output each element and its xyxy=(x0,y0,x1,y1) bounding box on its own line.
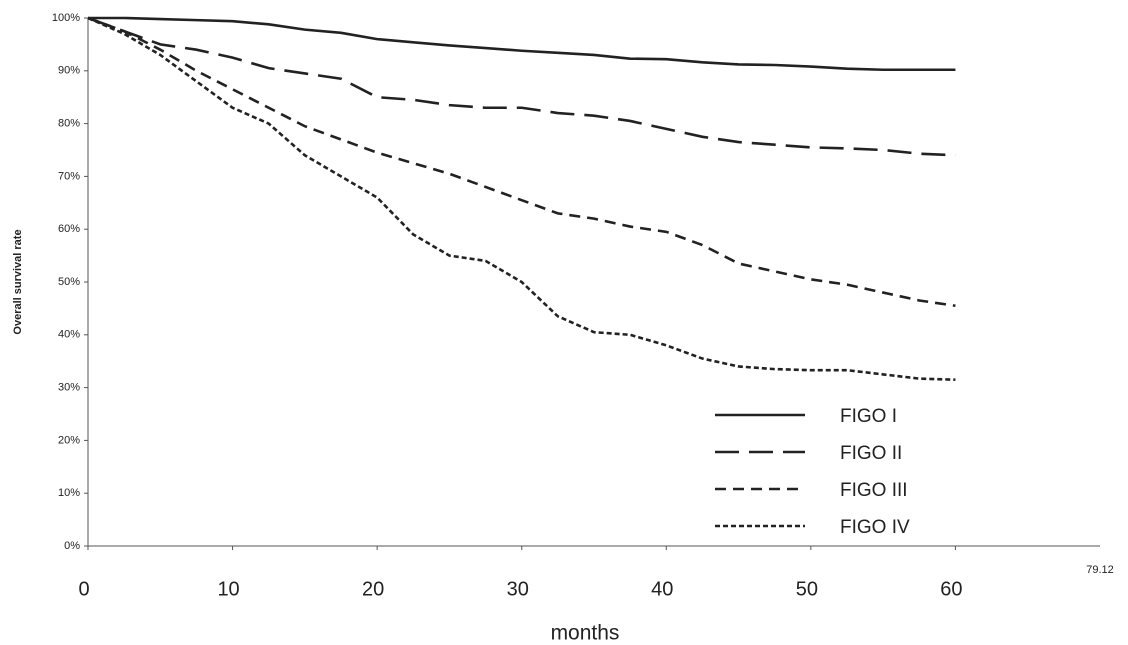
y-tick-label: 40% xyxy=(58,329,80,341)
legend-label: FIGO I xyxy=(840,406,897,427)
x-tick-label: 40 xyxy=(651,578,673,600)
x-tick-label: 20 xyxy=(362,578,384,600)
annotation: 79.12 xyxy=(1086,564,1114,576)
y-tick-label: 0% xyxy=(64,540,80,552)
y-tick-label: 30% xyxy=(58,382,80,394)
y-tick-label: 90% xyxy=(58,65,80,77)
y-tick-label: 60% xyxy=(58,223,80,235)
y-tick-label: 70% xyxy=(58,170,80,182)
y-tick-label: 50% xyxy=(58,276,80,288)
y-tick-label: 100% xyxy=(52,12,80,24)
survival-line xyxy=(87,16,956,157)
y-tick-label: 80% xyxy=(58,118,80,130)
legend-label: FIGO III xyxy=(840,480,908,501)
y-tick-label: 20% xyxy=(58,434,80,446)
legend-label: FIGO IV xyxy=(840,517,910,538)
x-tick-label: 0 xyxy=(78,578,89,600)
x-tick-label: 50 xyxy=(796,578,818,600)
y-tick-label: 10% xyxy=(58,487,80,499)
survival-line xyxy=(88,16,956,72)
x-axis-title: months xyxy=(551,622,620,645)
legend-label: FIGO II xyxy=(840,443,902,464)
survival-line xyxy=(87,16,956,381)
y-axis-title: Overall survival rate xyxy=(12,229,24,334)
x-tick-label: 60 xyxy=(940,578,962,600)
survival-line xyxy=(87,16,956,308)
x-tick-label: 30 xyxy=(507,578,529,600)
x-tick-label: 10 xyxy=(217,578,239,600)
